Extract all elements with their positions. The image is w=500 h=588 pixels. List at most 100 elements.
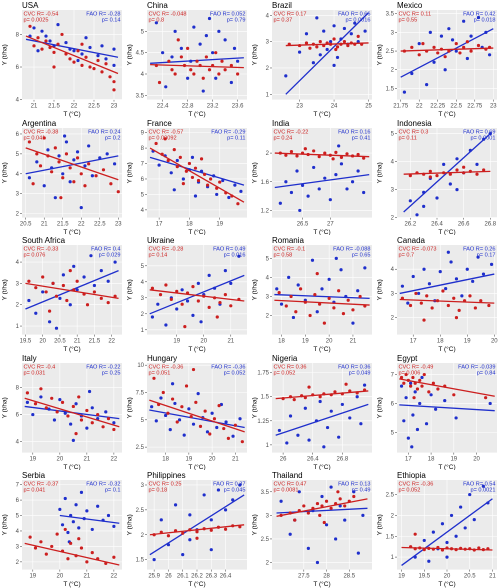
- fao-point: [223, 269, 227, 273]
- panel-title: India: [272, 119, 290, 128]
- fao-p-label: p= 0.049: [349, 370, 371, 376]
- y-tick-label: 7: [16, 483, 20, 489]
- fao-point: [72, 157, 76, 162]
- cvc-point: [217, 403, 221, 408]
- plot-background: [147, 362, 247, 453]
- fao-point: [312, 165, 316, 169]
- cvc-point: [341, 312, 346, 316]
- cvc-point: [83, 183, 87, 187]
- fao-point: [170, 381, 175, 386]
- cvc-point: [85, 303, 90, 307]
- cvc-point: [324, 500, 329, 504]
- fao-point: [61, 273, 65, 277]
- data-layer: [149, 136, 245, 205]
- cvc-point: [238, 525, 242, 529]
- fao-r-label: FAO R= 0.37: [213, 482, 245, 488]
- fao-point: [476, 255, 480, 259]
- cvc-point: [411, 375, 415, 379]
- panel-title: Nigeria: [272, 354, 298, 363]
- x-tick-label: 26.3: [205, 574, 217, 580]
- x-axis-label: T (°C): [313, 580, 330, 587]
- fao-point: [32, 26, 36, 30]
- fao-point: [204, 33, 208, 38]
- cvc-point: [50, 396, 54, 400]
- fao-point: [288, 533, 292, 537]
- plot-background: [397, 245, 497, 335]
- x-tick-label: 21: [84, 574, 91, 580]
- fao-point: [112, 47, 116, 51]
- scatter-panel-india: India 26.5 27 1.2 1.6 2 T (°C) Y (t/ha) CVC R= -…: [252, 119, 372, 235]
- y-tick-label: 3: [16, 282, 20, 288]
- fao-point: [168, 427, 172, 432]
- y-tick-label: 4: [391, 267, 395, 273]
- fao-point: [439, 34, 444, 38]
- panel-title: Italy: [22, 354, 37, 363]
- x-tick-label: 20: [473, 456, 480, 462]
- cvc-point: [284, 304, 288, 308]
- fao-point: [42, 183, 46, 187]
- fao-point: [185, 299, 190, 303]
- x-axis-label: T (°C): [63, 463, 80, 470]
- fao-point: [417, 41, 421, 46]
- cvc-point: [404, 372, 408, 376]
- fao-point: [355, 394, 359, 399]
- scatter-panel-south-africa: South Africa 19.5 20 20.5 21 21.5 22 1 2 3 4 T (°C)…: [2, 236, 122, 353]
- cvc-point: [53, 145, 57, 150]
- fao-point: [442, 162, 446, 166]
- x-tick-label: 23: [111, 104, 118, 110]
- cvc-point: [184, 384, 189, 388]
- cvc-point: [277, 291, 281, 295]
- fao-p-label: p= 0.018: [474, 17, 496, 23]
- cvc-point: [327, 296, 331, 301]
- cvc-point: [320, 504, 324, 508]
- cvc-trend-line: [25, 35, 119, 75]
- cvc-point: [212, 416, 217, 421]
- cvc-point: [455, 167, 459, 172]
- x-tick-label: 20: [57, 574, 64, 580]
- fao-p-label: p= 0.0001: [471, 135, 496, 141]
- x-tick-label: 28.5: [343, 574, 355, 580]
- y-tick-label: 2: [141, 312, 145, 318]
- cvc-point: [71, 404, 75, 408]
- fao-point: [198, 42, 202, 46]
- y-tick-label: 4.5: [136, 51, 145, 57]
- fao-trend-line: [399, 404, 495, 412]
- y-tick-label: 1.5: [136, 558, 145, 564]
- y-tick-label: 5: [16, 514, 20, 520]
- x-axis-label: T (°C): [188, 345, 205, 352]
- cvc-point: [108, 75, 112, 79]
- fao-point: [443, 398, 447, 402]
- fao-trend-line: [401, 498, 493, 567]
- y-tick-label: 5: [141, 192, 145, 198]
- cvc-point: [27, 139, 32, 144]
- fao-point: [99, 269, 103, 273]
- fao-point: [53, 195, 57, 199]
- cvc-point: [52, 50, 56, 54]
- cvc-point: [100, 70, 104, 74]
- cvc-trend-line: [274, 152, 370, 157]
- fao-point: [90, 405, 94, 410]
- cvc-point: [42, 135, 46, 140]
- cvc-point: [101, 424, 105, 429]
- cvc-point: [69, 542, 73, 546]
- fao-point: [44, 34, 48, 38]
- cvc-point: [195, 59, 199, 63]
- x-tick-label: 18: [428, 456, 435, 462]
- fao-point: [104, 57, 108, 61]
- cvc-p-label: p= 0.051: [149, 370, 171, 376]
- fao-point: [112, 63, 116, 67]
- fao-point: [179, 46, 183, 50]
- panel-title: USA: [22, 1, 39, 10]
- cvc-point: [66, 414, 70, 418]
- cvc-point: [112, 556, 116, 560]
- cvc-point: [180, 404, 184, 409]
- fao-point: [420, 375, 424, 379]
- fao-point: [410, 445, 414, 449]
- fao-point: [154, 21, 158, 25]
- cvc-point: [101, 167, 106, 172]
- fao-point: [173, 401, 177, 405]
- fao-point: [356, 551, 360, 556]
- fao-point: [82, 275, 86, 279]
- fao-point: [80, 52, 84, 56]
